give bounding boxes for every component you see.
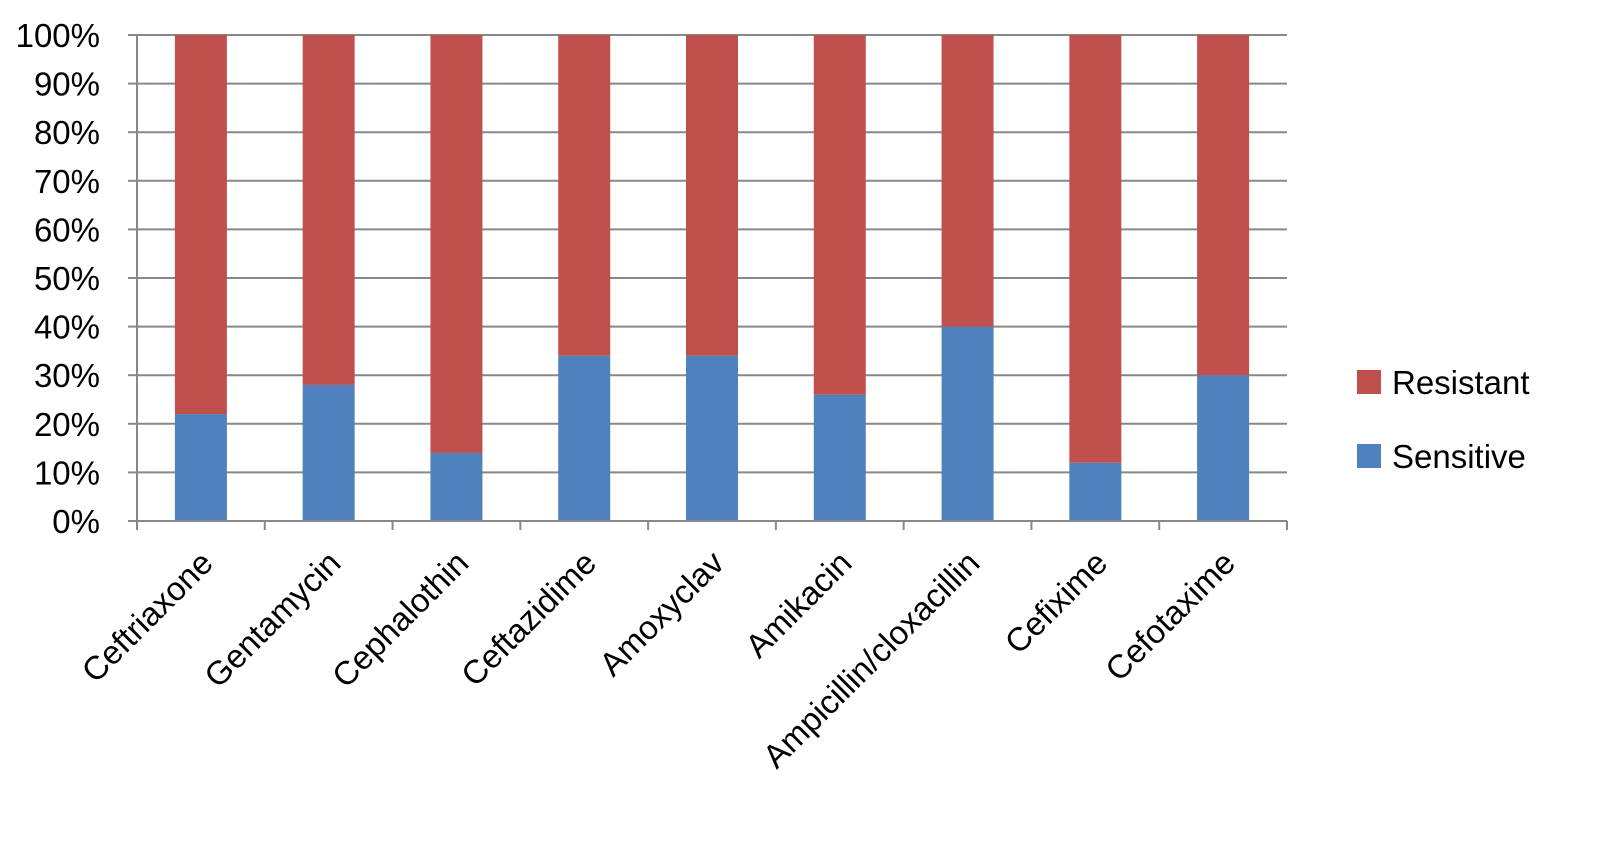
bar-resistant-7 [1069,35,1122,463]
bar-resistant-0 [174,35,227,415]
x-tick-label: Cephalothin [325,544,476,695]
legend-swatch-resistant [1357,370,1381,394]
legend-label-resistant: Resistant [1392,364,1530,401]
bar-resistant-8 [1197,35,1250,376]
bar-resistant-3 [558,35,611,356]
y-tick-label: 100% [16,17,100,54]
x-tick-label: Cefixime [997,544,1114,661]
legend-label-sensitive: Sensitive [1392,438,1526,475]
bar-sensitive-7 [1069,462,1122,521]
y-tick-label: 10% [34,454,100,491]
bar-sensitive-6 [941,326,994,521]
bar-sensitive-1 [302,384,355,521]
bar-sensitive-5 [813,394,866,521]
bar-resistant-1 [302,35,355,385]
x-tick-labels: CeftriaxoneGentamycinCephalothinCeftazid… [74,543,1242,774]
y-tick-label: 50% [34,260,100,297]
bar-sensitive-3 [558,355,611,521]
bar-resistant-2 [430,35,483,453]
bars [174,35,1250,521]
y-tick-label: 0% [52,503,100,540]
bar-sensitive-8 [1197,375,1250,521]
y-tick-label: 70% [34,163,100,200]
y-tick-label: 40% [34,309,100,346]
x-tick-label: Amoxyclav [592,543,731,682]
y-tick-label: 20% [34,406,100,443]
y-tick-labels: 0% 10% 20% 30% 40% 50% 60% 70% 80% 90% 100% [16,17,100,540]
x-tick-label: Ceftazidime [454,544,603,693]
y-tick-label: 90% [34,66,100,103]
legend-swatch-sensitive [1357,444,1381,468]
x-tick-label: Ampicillin/cloxacillin [755,544,986,775]
bar-resistant-4 [686,35,738,356]
bar-sensitive-0 [174,414,227,521]
x-tick-label: Cefotaxime [1098,544,1242,688]
y-tick-label: 80% [34,114,100,151]
legend: Resistant Sensitive [1357,364,1530,475]
x-tick-label: Gentamycin [197,544,348,695]
axes [128,34,1288,530]
bar-resistant-5 [813,35,866,395]
y-tick-label: 30% [34,357,100,394]
bar-sensitive-4 [686,355,738,521]
y-tick-label: 60% [34,211,100,248]
bar-sensitive-2 [430,452,483,521]
bar-resistant-6 [941,35,994,327]
x-tick-label: Amikacin [738,544,859,665]
